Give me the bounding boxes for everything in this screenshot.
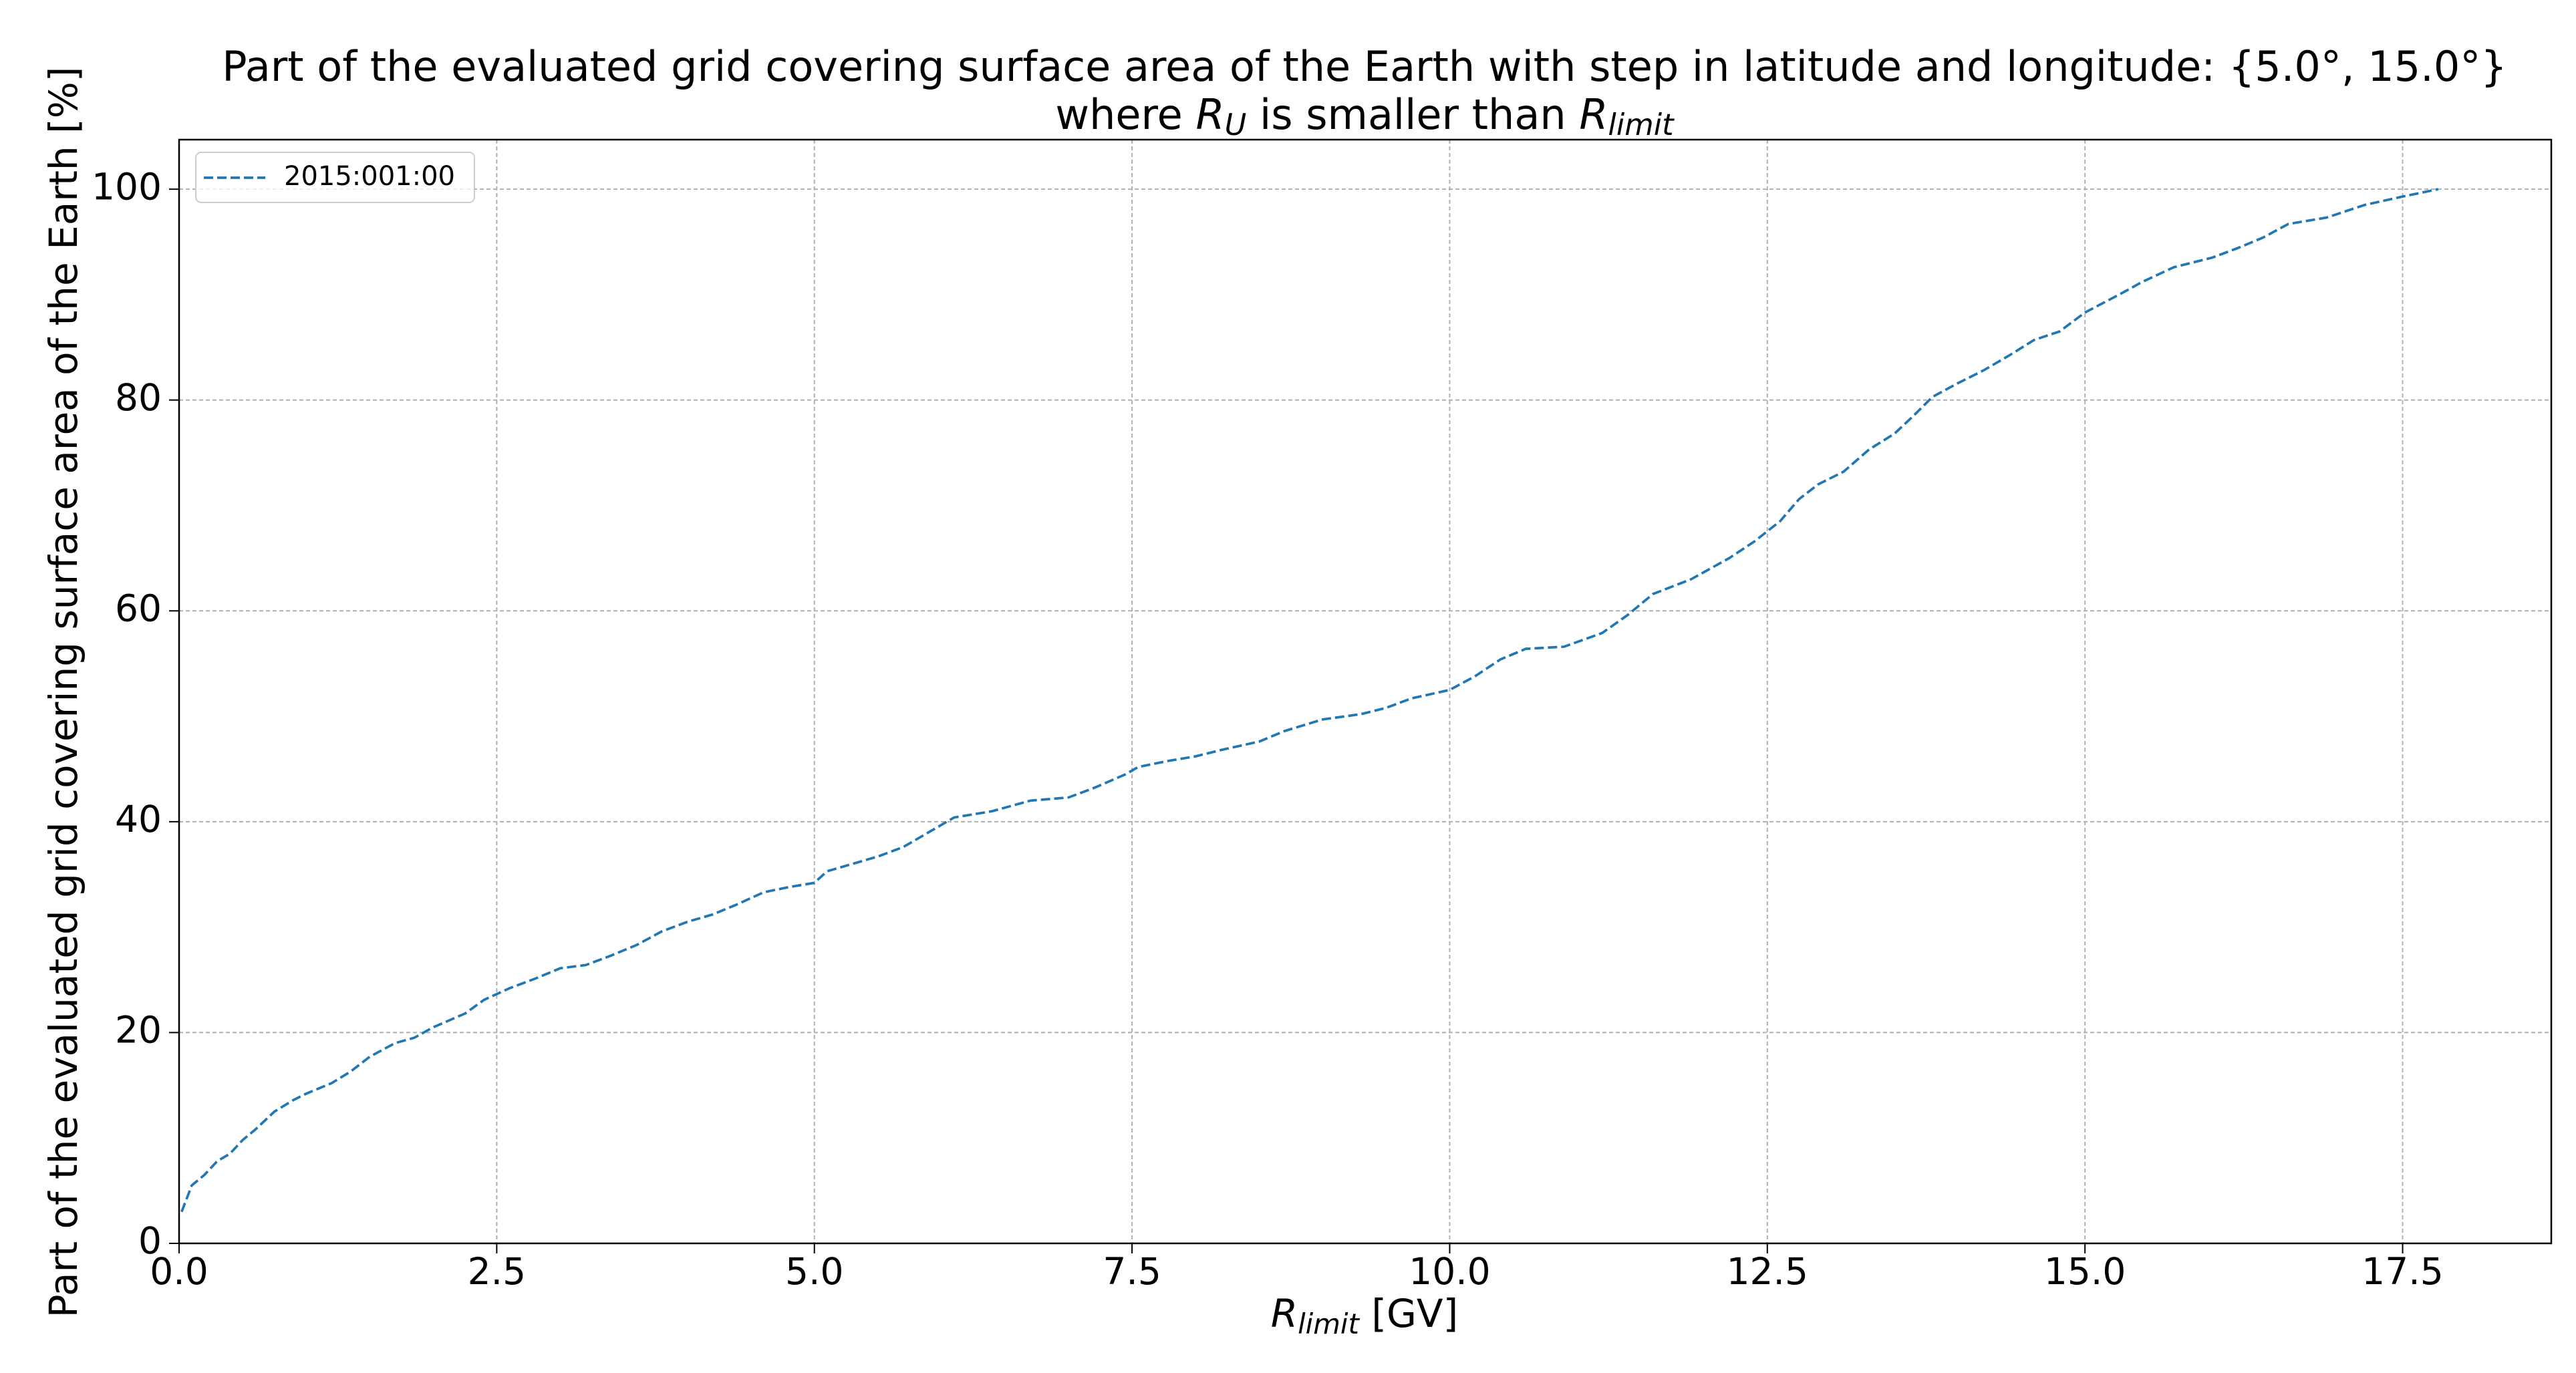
text-segment: limit [1608,108,1675,142]
y-axis-label: Part of the evaluated grid covering surf… [41,67,86,1318]
text-segment: [GV] [1359,1291,1458,1336]
x-tick-label: 7.5 [1103,1250,1161,1293]
text-segment: where [1055,90,1195,139]
y-tick-label: 60 [115,587,162,629]
y-tick-label: 20 [115,1009,162,1052]
x-tick-label: 0.0 [150,1250,208,1293]
legend-label: 2015:001:00 [284,161,455,192]
text-segment: R [1196,90,1225,139]
text-segment: limit [1298,1308,1360,1340]
x-tick-label: 15.0 [2044,1250,2126,1293]
text-segment: R [1579,90,1608,139]
text-segment: R [1271,1291,1298,1336]
plot-frame [178,138,2553,1245]
y-tick-label: 40 [115,798,162,841]
y-tick-label: 80 [115,376,162,419]
x-tick-label: 17.5 [2362,1250,2443,1293]
y-tick-label: 100 [92,165,162,208]
chart-title: Part of the evaluated grid covering surf… [222,42,2507,91]
x-tick-label: 2.5 [468,1250,526,1293]
data-line [180,188,2439,1213]
y-tick-label: 0 [138,1219,162,1262]
x-axis-label: Rlimit [GV] [1271,1291,1458,1340]
x-tick-label: 10.0 [1409,1250,1490,1293]
text-segment: U [1225,108,1247,142]
chart-subtitle: where RU is smaller than Rlimit [1055,90,1675,142]
x-tick-label: 5.0 [785,1250,843,1293]
x-tick-label: 12.5 [1727,1250,1808,1293]
text-segment: is smaller than [1246,90,1579,139]
legend-box [195,152,475,203]
